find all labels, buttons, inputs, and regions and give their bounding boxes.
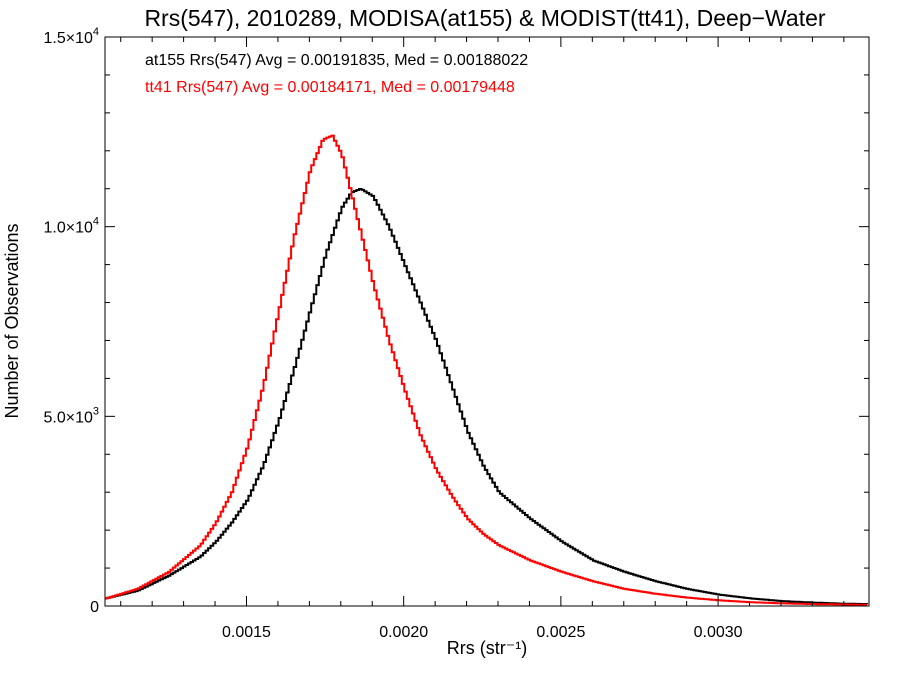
series-0	[105, 188, 869, 605]
y-tick-label: 0	[90, 599, 99, 616]
legend: at155 Rrs(547) Avg = 0.00191835, Med = 0…	[145, 52, 528, 96]
x-tick-label: 0.0030	[694, 624, 743, 641]
y-tick-label: 1.0×104	[43, 216, 99, 237]
legend-entry-tt41: tt41 Rrs(547) Avg = 0.00184171, Med = 0.…	[145, 79, 515, 96]
chart-title: Rrs(547), 2010289, MODISA(at155) & MODIS…	[144, 5, 825, 31]
series-layer	[105, 134, 869, 606]
x-tick-label: 0.0015	[222, 624, 271, 641]
y-tick-label: 5.0×103	[43, 405, 99, 426]
x-axis-label: Rrs (str⁻¹)	[447, 638, 527, 658]
plot-area: 0.0015 0.0020 0.0025 0.0030 0 5.0×103 1.0×104 1…	[43, 26, 870, 641]
series-1	[105, 134, 868, 606]
tick-layer: 0.0015 0.0020 0.0025 0.0030 0 5.0×103 1.0×104 1…	[43, 26, 869, 641]
legend-entry-at155: at155 Rrs(547) Avg = 0.00191835, Med = 0…	[145, 52, 528, 69]
y-tick-label: 1.5×104	[43, 26, 99, 47]
x-tick-label: 0.0025	[536, 624, 585, 641]
y-axis-label: Number of Observations	[2, 223, 22, 418]
x-tick-label: 0.0020	[379, 624, 428, 641]
series-line-0	[105, 188, 869, 605]
plot-frame	[104, 36, 870, 607]
x-axis-label-text: Rrs (str⁻¹)	[447, 638, 527, 658]
series-line-1	[105, 134, 868, 606]
